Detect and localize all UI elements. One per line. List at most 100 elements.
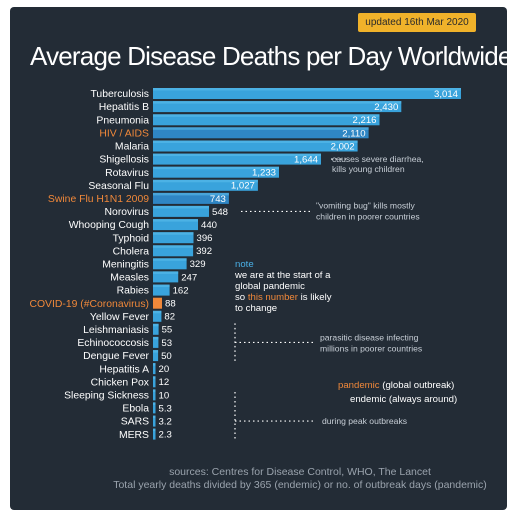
- value-label: 82: [164, 312, 175, 323]
- value-label: 396: [197, 233, 213, 244]
- bar-yellow-fever: [153, 310, 162, 322]
- bar-shine: [153, 127, 369, 130]
- sources-footer: sources: Centres for Disease Control, WH…: [100, 466, 500, 492]
- bar-mers: [153, 428, 156, 440]
- bar-shine: [153, 219, 198, 222]
- category-label: Shigellosis: [99, 155, 149, 166]
- bar-shine: [153, 350, 159, 353]
- bar-shine: [153, 336, 159, 340]
- bar-shine: [153, 114, 380, 117]
- value-label: 12: [159, 377, 170, 388]
- bar-tuberculosis: [153, 88, 461, 99]
- category-label: Hepatitis B: [99, 102, 149, 113]
- category-label: Typhoid: [113, 233, 150, 244]
- note-span: is likely: [298, 292, 332, 303]
- bar-shine: [153, 271, 179, 274]
- bar-malaria: [153, 140, 358, 152]
- value-label: 2,002: [331, 141, 355, 152]
- bar-shine: [153, 179, 258, 183]
- value-label: 20: [159, 364, 170, 375]
- bar-echinococcosis: [153, 336, 159, 348]
- bar-swine-flu-h1n1-2009: [153, 192, 229, 204]
- annotation-parasitic: millions in poorer countries: [320, 343, 422, 353]
- chart-title: Average Disease Deaths per Day Worldwide: [30, 41, 507, 71]
- bar-cholera: [153, 245, 194, 257]
- bar-typhoid: [153, 232, 194, 244]
- updated-badge: updated 16th Mar 2020: [358, 13, 476, 32]
- legend-endemic: endemic (always around): [350, 394, 457, 405]
- legend-endemic-key: endemic: [350, 394, 386, 405]
- value-label: 2.3: [159, 430, 172, 441]
- bar-sars: [153, 415, 156, 427]
- bar-whooping-cough: [153, 219, 198, 231]
- bar-shine: [153, 153, 321, 157]
- value-label: 1,644: [294, 155, 319, 166]
- category-label: Rabies: [117, 286, 149, 297]
- category-label: Yellow Fever: [90, 312, 150, 323]
- legend-pandemic: pandemic (global outbreak): [338, 380, 454, 391]
- bar-sleeping-sickness: [153, 389, 156, 401]
- value-label: 2,110: [342, 128, 365, 139]
- bar-shine: [153, 101, 402, 104]
- bar-hepatitis-b: [153, 101, 402, 113]
- bar-shine: [153, 428, 156, 432]
- category-label: Norovirus: [105, 207, 149, 218]
- value-label: 162: [173, 285, 189, 296]
- category-label: Pneumonia: [96, 115, 149, 126]
- bar-shine: [153, 140, 358, 143]
- bar-shine: [153, 166, 279, 170]
- category-label: Rotavirus: [105, 168, 149, 179]
- bar-measles: [153, 271, 179, 283]
- bar-shine: [153, 205, 209, 209]
- category-label: Whooping Cough: [69, 220, 150, 231]
- value-label: 55: [162, 325, 173, 336]
- value-label: 53: [161, 338, 172, 349]
- note-heading: note: [235, 259, 254, 270]
- bar-shine: [153, 258, 187, 261]
- value-label: 247: [181, 272, 197, 283]
- bar-chicken-pox: [153, 376, 156, 388]
- bar-covid-19-coronavirus-: [153, 297, 162, 309]
- category-label: Leishmaniasis: [83, 325, 149, 336]
- value-label: 88: [165, 299, 176, 310]
- note-line: global pandemic: [235, 281, 305, 292]
- category-label: Cholera: [113, 246, 150, 257]
- bar-shine: [153, 376, 156, 379]
- value-label: 440: [201, 220, 217, 231]
- bar-shine: [153, 402, 156, 405]
- note-span: so: [235, 292, 248, 303]
- category-label: Meningitis: [102, 259, 149, 270]
- value-label: 50: [161, 351, 172, 362]
- bar-seasonal-flu: [153, 179, 258, 191]
- category-label: Measles: [110, 273, 149, 284]
- bar-dengue-fever: [153, 350, 159, 362]
- bar-meningitis: [153, 258, 187, 270]
- bar-norovirus: [153, 205, 209, 217]
- bar-shine: [153, 232, 194, 235]
- value-label: 10: [159, 390, 170, 401]
- legend-pandemic-key: pandemic: [338, 380, 380, 391]
- sources-line: sources: Centres for Disease Control, WH…: [169, 466, 431, 478]
- bar-shine: [153, 284, 170, 288]
- category-label: Sleeping Sickness: [64, 391, 149, 402]
- bar-rabies: [153, 284, 170, 296]
- bar-shine: [153, 415, 156, 419]
- bar-ebola: [153, 402, 156, 414]
- value-label: 743: [210, 194, 226, 205]
- bar-rotavirus: [153, 166, 279, 178]
- category-label: Tuberculosis: [90, 89, 149, 100]
- method-line: Total yearly deaths divided by 365 (ende…: [113, 479, 487, 491]
- value-label: 3,014: [434, 89, 459, 100]
- category-label: Hepatitis A: [99, 364, 149, 375]
- infographic-card: updated 16th Mar 2020 Average Disease De…: [10, 7, 507, 510]
- annotation-norovirus: "vomiting bug" kills mostly: [316, 200, 415, 210]
- bar-shine: [153, 192, 229, 196]
- category-label: Echinococcosis: [77, 338, 149, 349]
- value-label: 548: [212, 207, 228, 218]
- category-label: Swine Flu H1N1 2009: [48, 194, 149, 205]
- bar-shigellosis: [153, 153, 321, 165]
- annotation-shigellosis: causes severe diarrhea,: [332, 154, 424, 164]
- note-line: so this number is likely: [235, 292, 332, 303]
- legend-pandemic-desc: (global outbreak): [380, 380, 455, 391]
- category-label: Dengue Fever: [83, 351, 149, 362]
